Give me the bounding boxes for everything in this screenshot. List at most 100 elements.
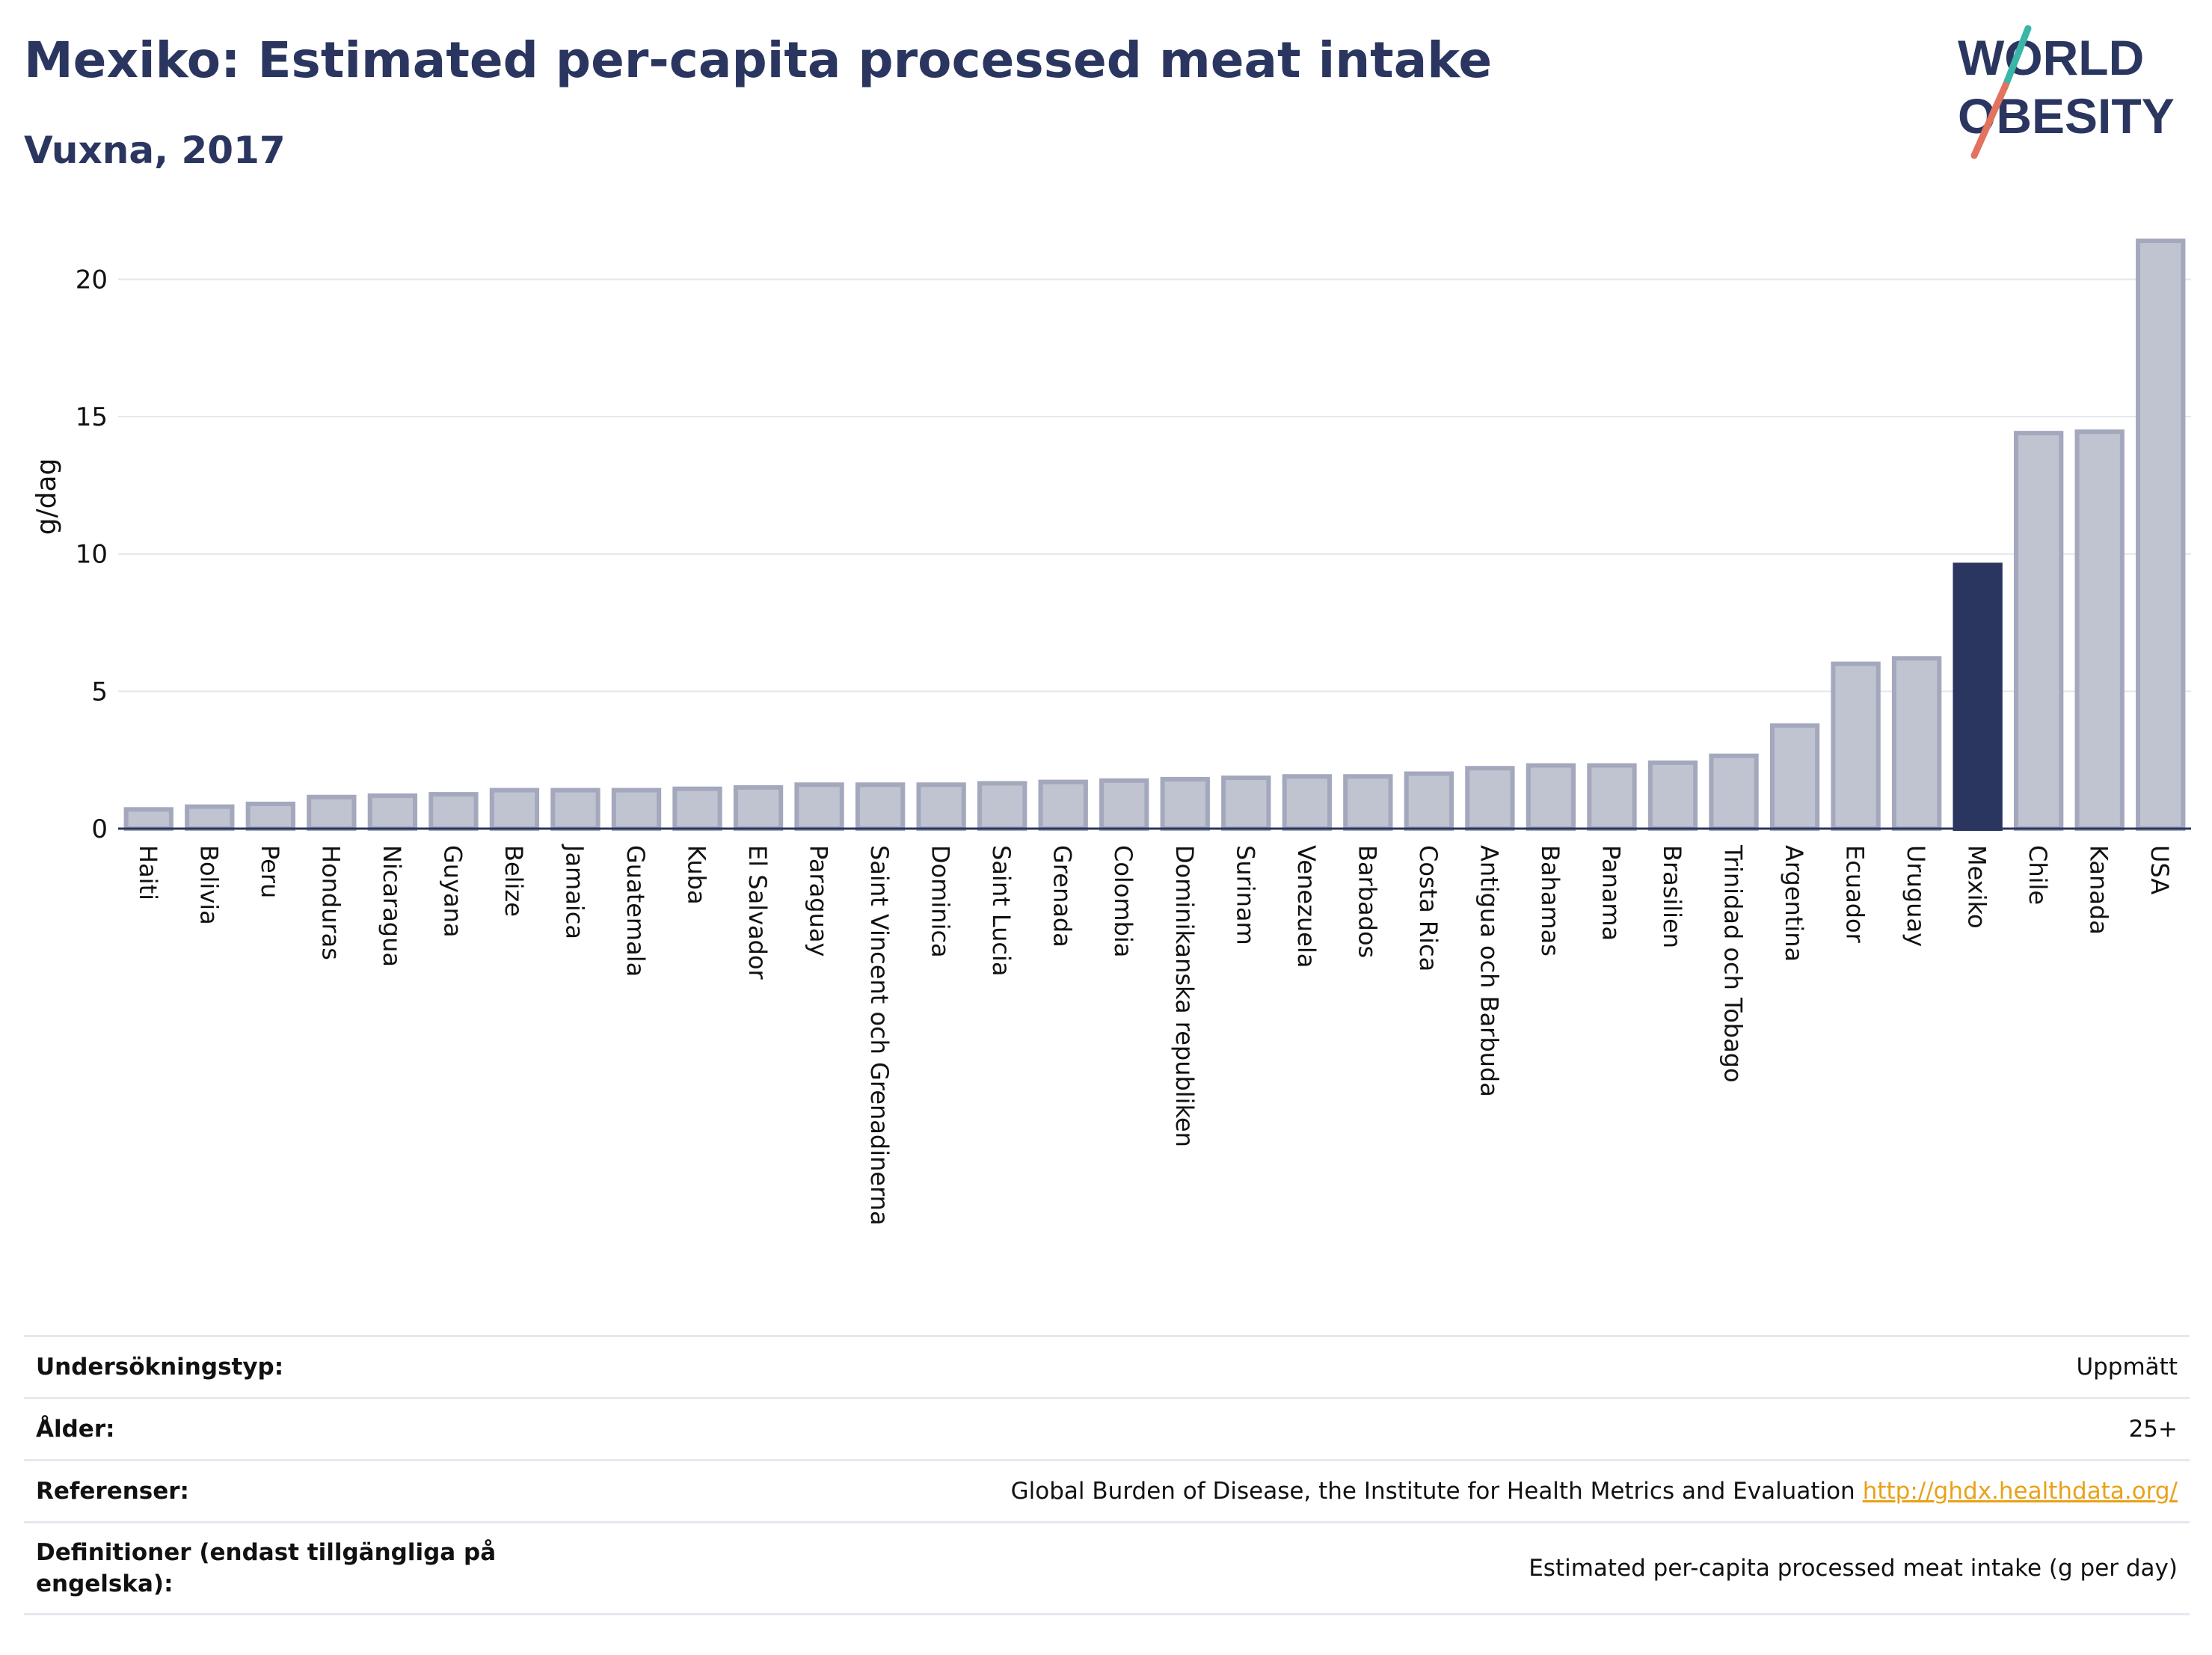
page-title: Mexiko: Estimated per-capita processed m… [24,31,1493,89]
info-value: Estimated per-capita processed meat inta… [1529,1555,2178,1582]
bar-guatemala [611,787,662,831]
info-row-age: Ålder: 25+ [24,1397,2190,1459]
bar-uruguay [1891,656,1942,831]
bar-dominikanska-republiken [1160,776,1210,831]
x-tick-label: Ecuador [1841,845,1870,944]
info-row-references: Referenser: Global Burden of Disease, th… [24,1459,2190,1521]
x-tick-label: Bolivia [194,845,223,925]
world-obesity-logo: WORLD OBESITY [1958,25,2175,159]
x-tick-label: Saint Vincent och Grenadinerna [865,845,894,1226]
bar-el-salvador [733,784,784,831]
bar-bahamas [1526,763,1576,832]
info-label: Definitioner (endast tillgängliga på eng… [36,1539,497,1597]
x-tick-label: Kuba [683,845,711,905]
bar-chart: 0 5 10 15 20 Haiti Bolivia Peru Honduras Nicarag… [31,239,2191,1226]
bar-costa-rica [1404,771,1454,831]
bar-haiti [123,807,173,831]
x-tick-label: Saint Lucia [987,845,1016,976]
bar-argentina [1769,723,1820,831]
x-tick-label: Haiti [134,845,162,900]
y-tick-label: 20 [76,265,108,295]
bar-peru [245,801,295,831]
bar-chile [2014,431,2064,831]
info-row-definitions: Definitioner (endast tillgängliga på eng… [24,1521,2190,1615]
x-tick-label: Paraguay [805,845,833,957]
x-tick-label: USA [2145,845,2174,894]
logo-slash-red [1970,82,2009,159]
bar-venezuela [1282,774,1332,831]
x-tick-label: Dominikanska republiken [1170,845,1199,1147]
info-label: Undersökningstyp: [36,1354,284,1381]
bar-panama [1587,763,1637,832]
y-tick-label: 10 [76,540,108,570]
bar-surinam [1221,776,1271,832]
x-tick-label: Bahamas [1536,845,1564,957]
bar-honduras [307,794,357,832]
x-tick-label: Argentina [1780,845,1808,962]
bar-jamaica [550,787,600,831]
bar-colombia [1099,778,1149,832]
bars [123,239,2186,832]
page-subtitle: Vuxna, 2017 [24,129,286,172]
bar-guyana [428,792,479,832]
x-tick-label: Guyana [438,845,467,938]
x-tick-label: Nicaragua [378,845,406,967]
bar-kuba [672,786,722,832]
info-table: Undersökningstyp: Uppmätt Ålder: 25+ Ref… [24,1335,2190,1615]
x-tick-label: El Salvador [743,845,772,980]
bar-antigua-och-barbuda [1465,766,1515,831]
y-tick-label: 0 [91,814,108,844]
x-tick-label: Colombia [1109,845,1137,957]
x-tick-label: Panama [1597,845,1625,941]
y-tick-label: 15 [76,402,108,432]
info-label: Ålder: [36,1416,115,1443]
bar-nicaragua [367,793,418,831]
x-tick-label: Belize [500,845,528,917]
bar-dominica [916,782,966,831]
info-value: Uppmätt [2076,1354,2178,1381]
x-tick-label: Costa Rica [1414,845,1443,971]
info-value: 25+ [2128,1416,2178,1443]
x-tick-label: Kanada [2085,845,2113,935]
x-tick-label: Barbados [1353,845,1381,958]
bar-bolivia [185,804,235,831]
bar-ecuador [1831,661,1881,831]
bar-kanada [2074,429,2125,831]
y-axis-label: g/dag [31,458,62,535]
y-axis-ticks: 0 5 10 15 20 [76,265,108,844]
x-tick-label: Honduras [316,845,345,960]
bar-trinidad-och-tobago [1709,753,1759,831]
x-tick-label: Surinam [1231,845,1259,945]
reference-text: Global Burden of Disease, the Institute … [1010,1478,1855,1505]
bar-brasilien [1647,760,1698,832]
bar-saint-vincent-och-grenadinerna [855,782,906,831]
bar-belize [489,787,540,831]
x-tick-label: Uruguay [1902,845,1930,947]
x-tick-label: Antigua och Barbuda [1475,845,1503,1097]
x-tick-label: Venezuela [1292,845,1321,968]
x-tick-label: Peru [256,845,284,898]
bar-paraguay [794,782,844,831]
info-value: Global Burden of Disease, the Institute … [1011,1478,2190,1505]
x-tick-label: Brasilien [1658,845,1686,948]
x-tick-label: Jamaica [560,844,589,939]
logo-slash-teal [2002,25,2032,89]
logo-line1: WORLD [1958,30,2144,85]
bar-barbados [1343,774,1393,831]
bar-saint-lucia [977,781,1027,832]
bar-grenada [1038,779,1088,831]
reference-link[interactable]: http://ghdx.healthdata.org/ [1862,1478,2178,1505]
grid-lines [118,278,2191,693]
info-row-survey-type: Undersökningstyp: Uppmätt [24,1335,2190,1397]
x-tick-label: Trinidad och Tobago [1719,844,1748,1083]
x-axis-labels: Haiti Bolivia Peru Honduras Nicaragua Guyana B… [134,844,2174,1226]
x-tick-label: Guatemala [621,845,650,977]
bar-mexiko [1953,562,2003,831]
x-tick-label: Dominica [927,845,955,958]
x-tick-label: Mexiko [1963,845,1991,929]
y-tick-label: 5 [91,677,108,707]
info-label: Referenser: [36,1478,189,1505]
x-tick-label: Grenada [1048,845,1077,948]
x-tick-label: Chile [2024,845,2052,905]
bar-usa [2136,239,2186,831]
